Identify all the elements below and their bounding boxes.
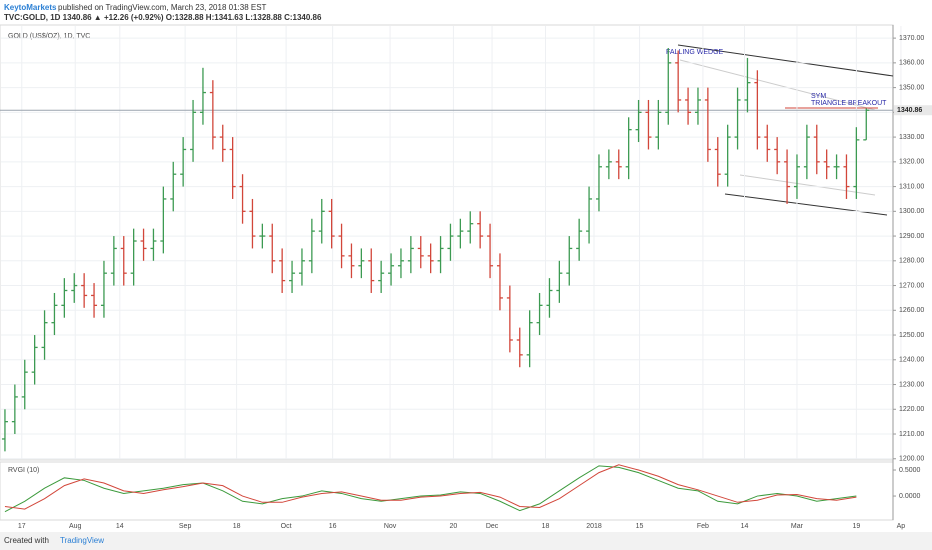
y-tick-label: 1220.00 [899, 406, 924, 413]
y-tick-label: 1360.00 [899, 60, 924, 67]
footer-created: Created with [4, 536, 49, 545]
trendlines [677, 44, 894, 216]
rvgi-title: RVGI (10) [8, 467, 39, 474]
x-tick-label: Mar [791, 523, 804, 530]
y-tick-label: 1270.00 [899, 282, 924, 289]
price-title: GOLD (US$/OZ), 1D, TVC [8, 33, 90, 40]
annotation: FALLING WEDGE [666, 49, 724, 56]
y-tick-label: 1250.00 [899, 332, 924, 339]
rvgi-line [4, 464, 857, 510]
triangle-upper [679, 59, 876, 111]
x-tick-label: 15 [636, 523, 644, 530]
x-tick-label: 16 [329, 523, 337, 530]
x-tick-label: Oct [281, 523, 292, 530]
footer-bar [0, 532, 932, 550]
x-tick-label: 20 [450, 523, 458, 530]
annotation: TRIANGLE BREAKOUT [811, 100, 887, 107]
published: published on TradingView.com, March 23, … [58, 3, 267, 12]
x-tick-label: 18 [542, 523, 550, 530]
y-tick-label: 1290.00 [899, 233, 924, 240]
y-tick-label: 1310.00 [899, 183, 924, 190]
last-price-box [894, 105, 932, 116]
y-tick-label: 1210.00 [899, 431, 924, 438]
y-tick-label: 1230.00 [899, 381, 924, 388]
last-price-label: 1340.86 [897, 107, 922, 114]
y-tick-label: 1200.00 [899, 456, 924, 463]
x-tick-label: Sep [179, 523, 192, 530]
rvgi-pane [0, 461, 894, 521]
x-tick-label: 2018 [586, 523, 602, 530]
y-tick-label: 1280.00 [899, 258, 924, 265]
x-tick-label: 18 [233, 523, 241, 530]
rvgi-line [4, 465, 857, 513]
y-tick-label: 1300.00 [899, 208, 924, 215]
wedge-upper [677, 44, 894, 77]
annotation: SYM [811, 93, 826, 100]
y-tick-label: 1330.00 [899, 134, 924, 141]
x-tick-label: 19 [852, 523, 860, 530]
quote: TVC:GOLD, 1D 1340.86 ▲ +12.26 (+0.92%) O… [4, 13, 322, 22]
y-tick-label: 1370.00 [899, 35, 924, 42]
y-tick-label: 0.5000 [899, 467, 921, 474]
y-tick-label: 1260.00 [899, 307, 924, 314]
triangle-lower [739, 174, 876, 196]
y-tick-label: 0.0000 [899, 493, 921, 500]
x-tick-label: Feb [697, 523, 709, 530]
x-tick-label: Aug [69, 523, 82, 530]
x-tick-label: Ap [897, 523, 906, 530]
author[interactable]: KeytoMarkets [4, 3, 57, 12]
y-tick-label: 1240.00 [899, 357, 924, 364]
y-tick-label: 1320.00 [899, 159, 924, 166]
x-tick-label: Nov [384, 523, 397, 530]
footer-brand[interactable]: TradingView [60, 536, 104, 545]
y-tick-label: 1350.00 [899, 84, 924, 91]
x-tick-label: 17 [18, 523, 26, 530]
x-tick-label: 14 [741, 523, 749, 530]
x-tick-label: Dec [486, 523, 499, 530]
x-tick-label: 14 [116, 523, 124, 530]
wedge-lower [724, 193, 888, 216]
